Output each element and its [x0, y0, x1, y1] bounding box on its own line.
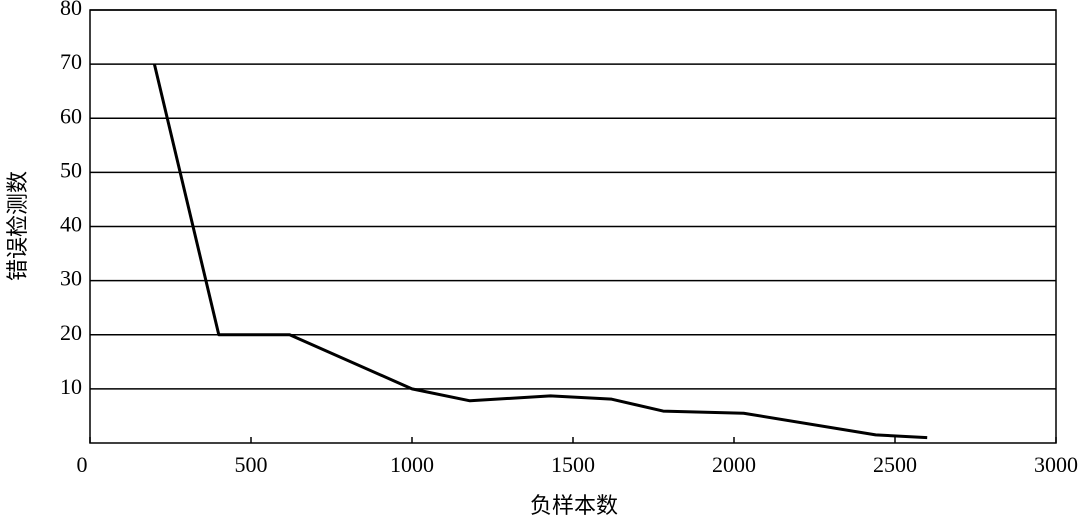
y-tick-label: 80 — [60, 0, 82, 20]
x-tick-label: 500 — [235, 452, 268, 477]
y-tick-label: 60 — [60, 103, 82, 128]
y-tick-label: 10 — [60, 374, 82, 399]
x-axis-label: 负样本数 — [530, 493, 618, 518]
x-tick-label: 2500 — [873, 452, 917, 477]
x-tick-label: 0 — [77, 452, 88, 477]
y-axis-label: 错误检测数 — [5, 171, 30, 281]
y-tick-label: 20 — [60, 320, 82, 345]
x-tick-label: 2000 — [712, 452, 756, 477]
y-tick-label: 40 — [60, 212, 82, 237]
data-line — [152, 63, 928, 440]
x-tick-label: 1000 — [390, 452, 434, 477]
y-tick-label: 30 — [60, 266, 82, 291]
y-tick-label: 50 — [60, 157, 82, 182]
y-tick-label: 70 — [60, 49, 82, 74]
x-tick-label: 1500 — [551, 452, 595, 477]
x-tick-label: 3000 — [1034, 452, 1078, 477]
